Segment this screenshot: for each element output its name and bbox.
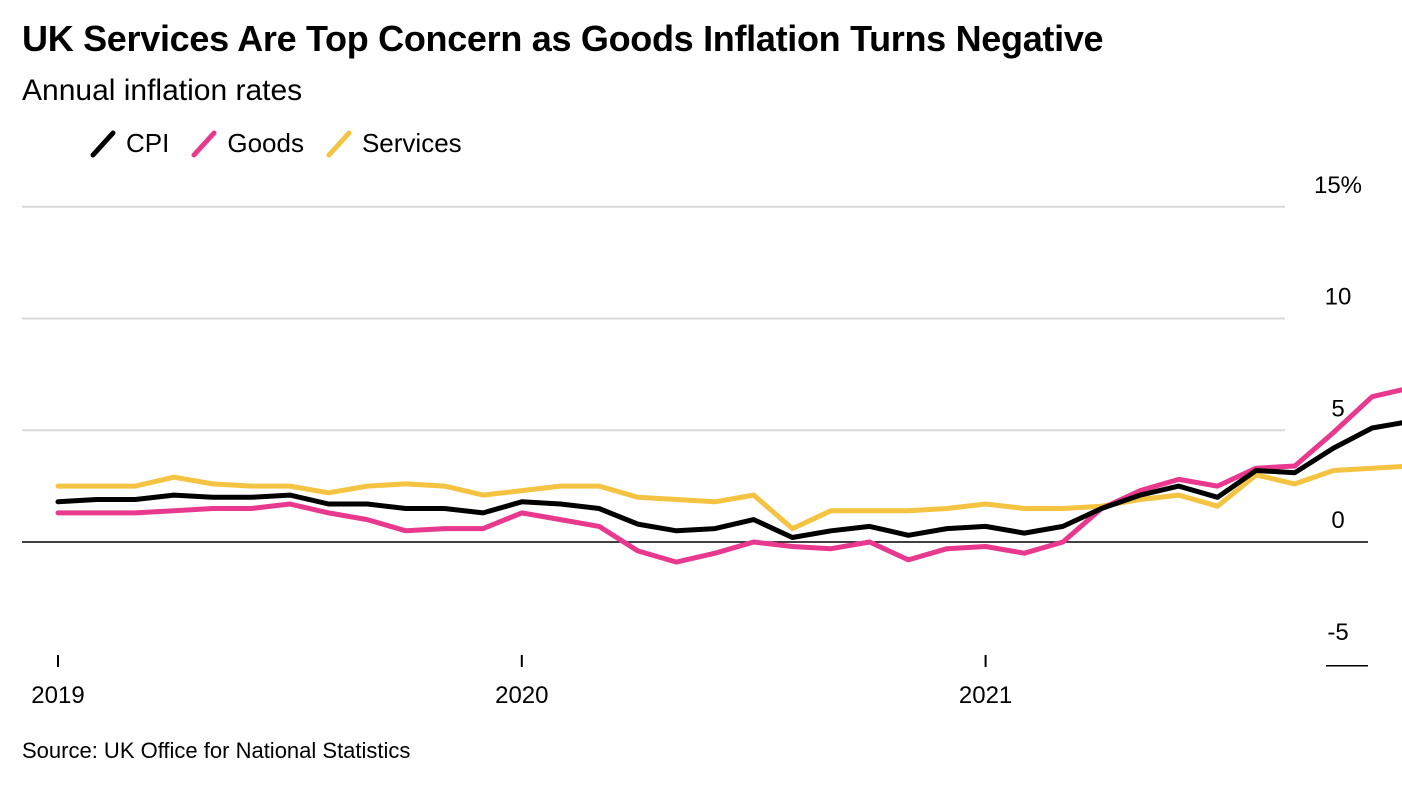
legend-label-goods: Goods xyxy=(227,128,304,158)
legend: CPI Goods Services xyxy=(90,128,462,159)
legend-swatch-goods xyxy=(191,130,217,157)
legend-label-services: Services xyxy=(361,128,462,158)
legend-label-cpi: CPI xyxy=(126,128,170,158)
legend-item-services: Services xyxy=(326,128,462,159)
legend-swatch-cpi xyxy=(90,130,116,157)
x-tick-label-2021: 2021 xyxy=(959,682,1012,709)
x-tick-label-2019: 2019 xyxy=(31,682,84,709)
series-line-cpi xyxy=(55,420,1402,540)
y-tick-label-neg5: -5 xyxy=(1327,619,1348,646)
y-axis-labels: 15% 10 5 0 -5 xyxy=(1314,172,1362,646)
x-axis: 201920202021202220232024 xyxy=(31,655,1012,709)
x-tick-label-2020: 2020 xyxy=(495,682,548,709)
legend-swatch-services xyxy=(326,130,352,157)
series-line-goods xyxy=(55,387,1402,565)
y-tick-label-15: 15% xyxy=(1314,172,1362,199)
source-note: Source: UK Office for National Statistic… xyxy=(22,738,411,763)
series-lines xyxy=(55,387,1402,565)
legend-item-cpi: CPI xyxy=(90,128,169,159)
y-tick-label-0: 0 xyxy=(1331,507,1344,534)
chart-subtitle: Annual inflation rates xyxy=(22,74,303,107)
legend-item-goods: Goods xyxy=(191,128,304,159)
chart-title: UK Services Are Top Concern as Goods Inf… xyxy=(22,18,1104,59)
series-line-services xyxy=(55,463,1402,532)
grid-lines xyxy=(22,205,1368,667)
y-tick-label-10: 10 xyxy=(1325,284,1352,311)
y-tick-label-5: 5 xyxy=(1331,395,1344,422)
